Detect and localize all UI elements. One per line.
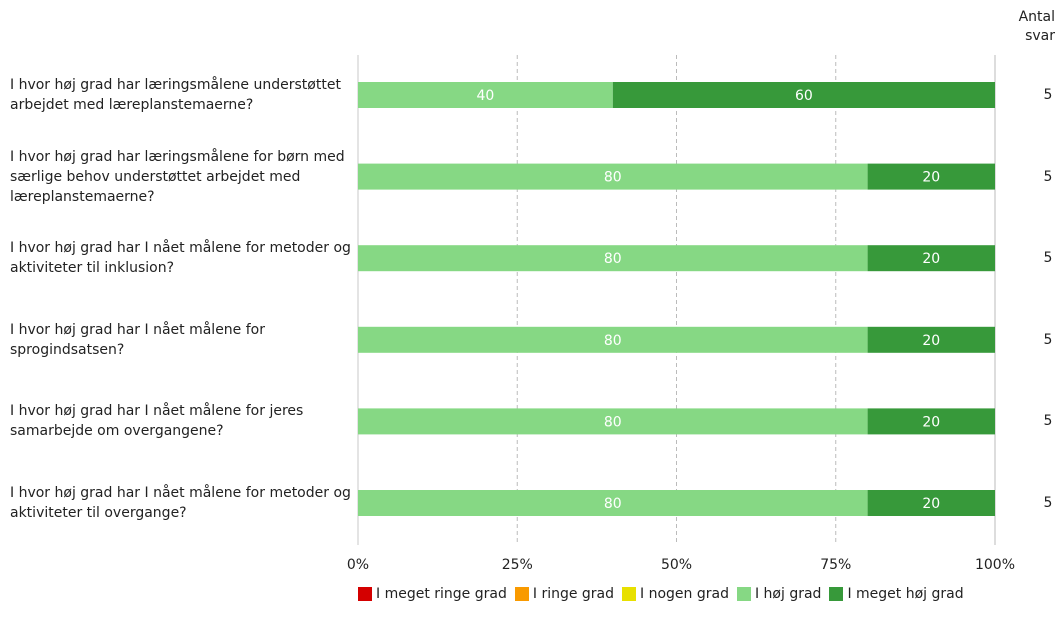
bar-segment <box>612 82 995 108</box>
bar-segment <box>867 245 995 272</box>
legend-swatch <box>736 587 751 601</box>
category-label: I hvor høj grad har I nået målene for me… <box>10 485 351 521</box>
value-label: 20 <box>922 414 940 430</box>
category-label: I hvor høj grad har I nået målene for me… <box>10 240 351 277</box>
category-label: I hvor høj grad har læringsmålene unders… <box>10 77 341 113</box>
legend-label: I meget ringe grad <box>376 586 507 602</box>
value-label: 60 <box>795 88 813 104</box>
legend-swatch <box>829 587 844 601</box>
count-value: 5 <box>1043 168 1053 185</box>
value-label: 20 <box>922 251 940 267</box>
category-label: I hvor høj grad har I nået målene for sp… <box>10 321 265 358</box>
count-value: 5 <box>1043 87 1053 103</box>
legend-item: I høj grad <box>736 586 822 602</box>
value-label: 20 <box>922 170 940 186</box>
category-label: I hvor høj grad har I nået målene for je… <box>10 403 304 440</box>
legend-swatch <box>514 587 529 601</box>
bar-segment <box>867 408 995 435</box>
bar-segment <box>358 408 868 435</box>
bar-segment <box>358 82 613 108</box>
value-label: 80 <box>604 414 622 430</box>
bar-segment <box>358 163 868 190</box>
count-value: 5 <box>1043 495 1053 511</box>
count-header: Antal svar <box>1018 9 1055 44</box>
bar-segment <box>358 245 868 272</box>
legend-label: I meget høj grad <box>847 586 964 602</box>
count-value: 5 <box>1043 413 1053 430</box>
bar-segment <box>358 490 868 516</box>
x-tick-label: 50% <box>661 557 692 573</box>
bar-segment <box>867 326 995 353</box>
legend-item: I meget ringe grad <box>358 586 507 602</box>
legend-item: I ringe grad <box>514 586 615 602</box>
legend-label: I ringe grad <box>532 586 615 602</box>
count-value: 5 <box>1043 250 1053 267</box>
legend-swatch <box>358 587 372 601</box>
bar-segment <box>867 163 995 190</box>
value-label: 80 <box>604 496 622 512</box>
x-tick-label: 0% <box>347 557 369 573</box>
value-label: 80 <box>604 333 622 349</box>
legend: I meget ringe grad I ringe grad I nogen gr… <box>358 586 978 602</box>
bar-segment <box>358 326 868 353</box>
legend-label: I nogen grad <box>640 586 729 602</box>
value-label: 80 <box>604 170 622 186</box>
value-label: 40 <box>476 88 494 104</box>
value-label: 20 <box>922 333 940 349</box>
legend-item: I meget høj grad <box>829 586 964 602</box>
legend-item: I nogen grad <box>622 586 729 602</box>
legend-label: I høj grad <box>754 586 822 602</box>
x-tick-label: 75% <box>820 557 851 573</box>
x-tick-label: 25% <box>502 557 533 573</box>
category-label: I hvor høj grad har læringsmålene for bø… <box>10 148 345 205</box>
x-tick-label: 100% <box>975 557 1015 573</box>
count-value: 5 <box>1043 331 1053 348</box>
value-label: 20 <box>922 496 940 512</box>
bar-segment <box>867 490 995 516</box>
value-label: 80 <box>604 251 622 267</box>
legend-swatch <box>622 587 637 601</box>
